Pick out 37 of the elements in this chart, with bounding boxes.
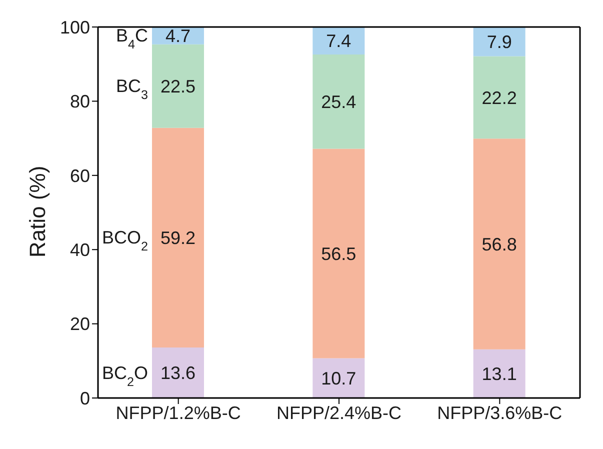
bar [152,128,204,348]
series-label: BC$_{2}$O [102,362,148,389]
series-label: BCO$_{2}$ [102,228,148,254]
y-tick-label: 60 [70,166,90,186]
y-tick-label: 100 [60,17,90,38]
data-label: 7.9 [486,32,512,52]
data-label: 4.7 [165,26,191,46]
y-tick-label: 0 [80,388,90,408]
x-tick-label: NFPP/3.6%B-C [437,402,562,423]
y-tick-label: 40 [70,240,90,260]
y-tick-label: 80 [70,92,90,112]
bar [312,358,365,398]
bar [312,27,365,54]
data-label: 10.7 [321,368,356,389]
bar [312,148,365,358]
x-tick-label: NFPP/1.2%B-C [116,402,241,423]
x-tick-label: NFPP/2.4%B-C [276,402,402,423]
bar [152,348,204,398]
bar [473,349,526,398]
data-label: 22.2 [482,88,517,108]
y-axis-title: Ratio (%) [24,166,50,258]
series-label: BC$_{3}$ [116,76,148,102]
data-label: 56.8 [482,234,517,254]
bar [152,44,204,128]
data-label: 13.1 [482,364,517,384]
y-tick-label: 20 [70,314,90,334]
bar [312,54,365,149]
data-label: 22.5 [160,76,196,97]
bar [473,27,526,56]
data-label: 25.4 [321,92,356,112]
bar [473,56,526,139]
data-label: 7.4 [326,31,352,52]
bar [473,138,526,350]
series-label: B$_{4}$C [116,26,148,52]
data-label: 59.2 [160,228,196,248]
data-label: 56.5 [321,244,356,264]
data-label: 13.6 [160,363,196,384]
